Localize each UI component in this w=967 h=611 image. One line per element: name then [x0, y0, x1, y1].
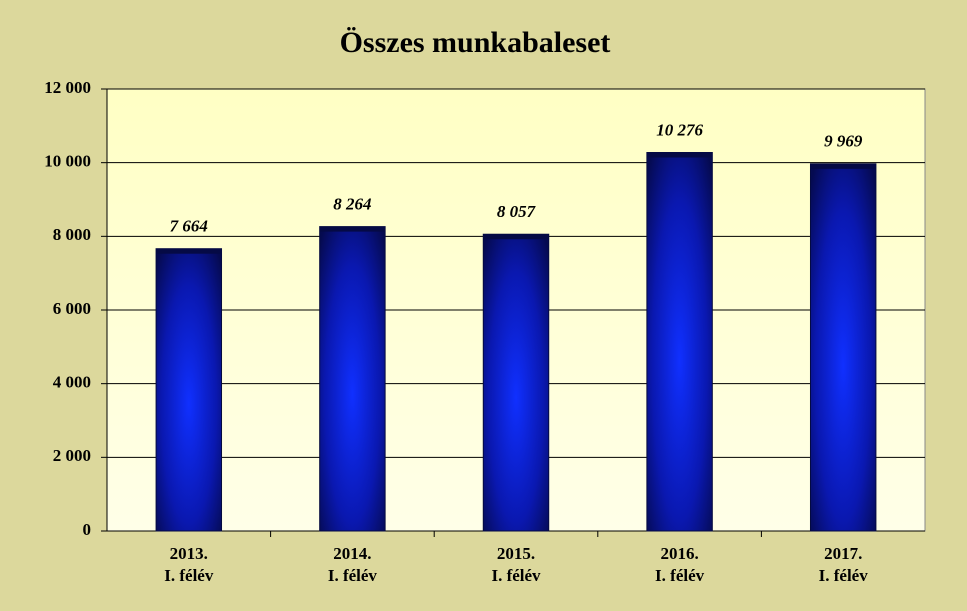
bar-cap: [810, 163, 876, 169]
x-tick-label: 2013. I. félév: [164, 544, 214, 585]
y-tick-label: 2 000: [53, 446, 91, 465]
bar-cap: [646, 152, 713, 158]
bar: [155, 248, 223, 532]
x-tick-label: 2017. I. félév: [818, 544, 868, 585]
bar: [809, 163, 877, 532]
chart-title: Összes munkabaleset: [340, 26, 611, 59]
bar-cap: [156, 248, 222, 254]
y-tick-label: 10 000: [44, 152, 91, 171]
y-tick-label: 8 000: [53, 225, 91, 244]
y-tick-label: 6 000: [53, 299, 91, 318]
data-label: 8 057: [497, 202, 537, 221]
bar: [482, 233, 550, 532]
bar-cap: [483, 234, 549, 240]
x-tick-label: 2015. I. félév: [491, 544, 541, 585]
x-tick-label: 2014. I. félév: [327, 544, 377, 585]
data-label: 10 276: [656, 120, 703, 139]
data-label: 7 664: [170, 217, 208, 236]
bar: [646, 152, 713, 532]
x-tick-label: 2016. I. félév: [655, 544, 705, 585]
y-tick-label: 4 000: [53, 373, 91, 392]
bar-cap: [319, 226, 386, 232]
y-tick-label: 0: [83, 520, 92, 539]
bar: [319, 226, 386, 532]
y-tick-label: 12 000: [44, 78, 91, 97]
data-label: 9 969: [824, 132, 863, 151]
data-label: 8 264: [333, 195, 371, 214]
